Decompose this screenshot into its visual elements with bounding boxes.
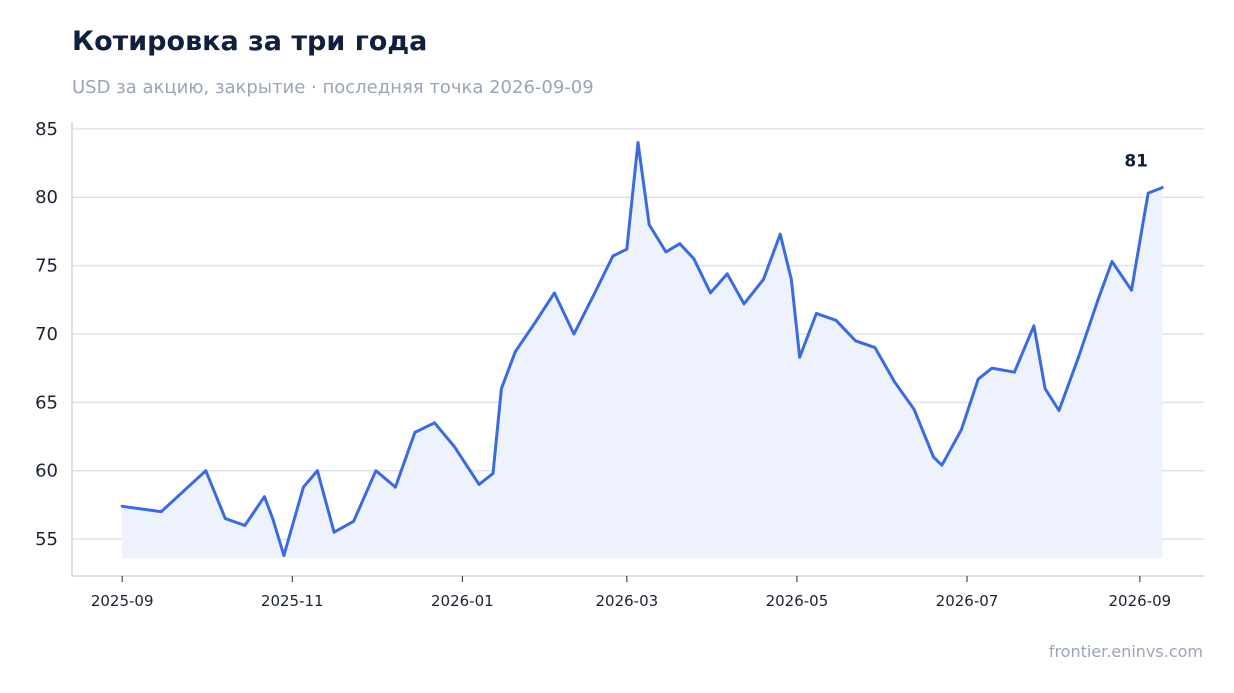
data-point [477,483,481,486]
data-point [1146,191,1150,195]
data-point [647,223,651,226]
last-value-label: 81 [1124,152,1148,172]
y-tick-label: 60 [35,461,58,482]
data-point [332,530,336,534]
data-point [940,463,944,467]
data-point [725,272,729,276]
data-point [1160,186,1164,189]
data-point [572,332,576,336]
data-point [709,291,712,295]
y-tick-label: 85 [35,119,58,140]
data-point [1130,288,1133,292]
data-point [1096,298,1100,302]
data-point [553,291,556,295]
data-point [854,339,857,343]
data-point [514,350,517,354]
data-point [352,520,355,523]
y-tick-label: 70 [35,324,58,345]
data-point [433,421,436,425]
chart-title: Котировка за три года [72,26,428,57]
data-point [394,485,397,489]
x-tick-label: 2026-07 [936,592,999,610]
data-point [1110,260,1114,263]
data-point [302,485,305,489]
data-point [1141,223,1144,226]
data-point [932,455,935,459]
data-point [282,554,286,557]
data-point [834,318,838,322]
data-point [960,428,963,431]
data-point [224,517,227,520]
data-point [893,380,896,384]
data-point [611,254,615,258]
data-point [413,431,417,434]
data-point [159,510,163,514]
x-axis-ticks: 2025-09 2025-11 2026-01 2026-03 2026-05 2026-… [91,576,1171,610]
data-point [678,242,682,246]
data-point [815,312,818,315]
y-tick-label: 65 [35,392,58,413]
data-point [664,250,668,254]
data-point [1032,324,1036,328]
data-point [592,294,595,297]
y-tick-label: 75 [35,256,58,277]
data-point [243,524,247,527]
data-point [976,377,980,381]
price-points [120,141,1164,557]
data-point [692,257,696,261]
data-point [491,472,495,475]
data-point [204,469,208,473]
x-tick-label: 2026-05 [766,592,829,610]
data-point [625,247,629,251]
data-point [990,366,994,370]
x-tick-label: 2025-11 [261,592,324,610]
data-point [790,277,793,281]
data-point [1013,370,1016,374]
x-tick-label: 2026-03 [596,592,659,610]
data-point [500,387,503,390]
y-tick-label: 80 [35,187,58,208]
y-tick-label: 55 [35,529,58,550]
y-axis-ticks: 55 60 65 70 75 80 85 [35,119,58,550]
data-point [1057,409,1061,412]
data-point [762,277,765,281]
x-tick-label: 2026-09 [1109,592,1172,610]
data-point [271,517,275,520]
data-point [778,232,782,236]
data-point [120,504,124,508]
x-tick-label: 2026-01 [431,592,494,610]
x-tick-label: 2025-09 [91,592,154,610]
data-point [263,495,266,498]
data-point [374,469,378,473]
data-point [452,444,456,448]
data-point [316,469,319,473]
data-point [742,302,746,306]
data-point [636,141,640,144]
data-point [1043,387,1047,390]
data-point [533,321,537,325]
chart-subtitle: USD за акцию, закрытие · последняя точка… [72,77,594,98]
price-area [122,142,1163,559]
data-point [873,346,877,349]
data-point [798,355,802,359]
data-point [1077,355,1080,359]
data-point [912,407,916,411]
source-label: frontier.eninvs.com [1048,642,1203,661]
